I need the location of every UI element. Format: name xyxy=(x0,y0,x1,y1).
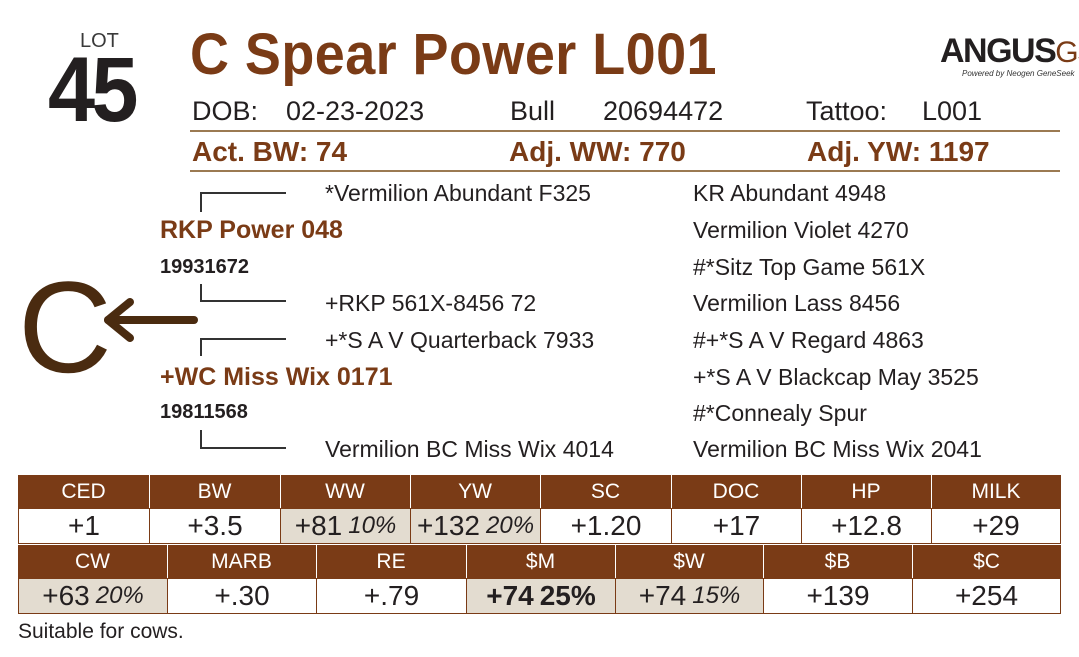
epd-header: RE xyxy=(316,545,466,578)
epd-percentile: 15% xyxy=(692,582,741,609)
epd-value-cell: +63 20% xyxy=(18,578,168,614)
pedigree-line xyxy=(200,192,286,194)
gen3-ancestor: #+*S A V Regard 4863 xyxy=(693,327,924,353)
epd-value-cell: +81 10% xyxy=(280,508,411,544)
tattoo-value: L001 xyxy=(922,96,983,126)
epd-value: +17 xyxy=(712,510,761,541)
animal-name-title: C Spear Power L001 xyxy=(190,22,718,87)
actual-birth-weight: Act. BW: 74 xyxy=(192,136,348,167)
epd-header: $W xyxy=(615,545,763,578)
epd-header: $M xyxy=(466,545,615,578)
pedigree-line xyxy=(200,284,202,301)
adjusted-weaning-weight: Adj. WW: 770 xyxy=(509,136,686,167)
epd-value-cell: +74 15% xyxy=(615,578,764,614)
gen3-ancestor: #*Sitz Top Game 561X xyxy=(693,254,926,280)
gen3-ancestor: Vermilion Lass 8456 xyxy=(693,290,901,316)
epd-value: +254 xyxy=(954,580,1019,611)
epd-value-cell: +1 xyxy=(18,508,150,544)
epd-percentile: 25% xyxy=(539,580,596,611)
epd-percentile: 10% xyxy=(348,512,397,539)
epd-value: +74 xyxy=(486,580,534,611)
sex-value: Bull xyxy=(510,96,556,126)
sire-registration: 19931672 xyxy=(160,256,249,278)
pedigree-line xyxy=(200,192,202,212)
lot-number: 45 xyxy=(48,39,138,141)
angus-gs-logo: ANGUSGS Powered by Neogen GeneSeek xyxy=(940,32,1079,78)
dam-sire: +*S A V Quarterback 7933 xyxy=(325,327,595,353)
registration-number: 20694472 xyxy=(603,96,724,126)
epd-value: +3.5 xyxy=(187,510,243,541)
epd-value: +.30 xyxy=(214,580,270,611)
epd-header: CW xyxy=(18,545,167,578)
use-code-letter: C xyxy=(18,254,112,400)
epd-header: WW xyxy=(280,475,410,508)
epd-value: +1 xyxy=(68,510,100,541)
header-divider-bottom xyxy=(190,170,1060,172)
epd-value-cell: +29 xyxy=(931,508,1061,544)
epd-value-cell: +254 xyxy=(912,578,1061,614)
logo-tagline: Powered by Neogen GeneSeek xyxy=(962,69,1075,78)
sire-name: RKP Power 048 xyxy=(160,216,343,244)
epd-header: CED xyxy=(18,475,149,508)
epd-value-cell: +3.5 xyxy=(149,508,281,544)
pedigree-line xyxy=(200,338,286,340)
epd-header: MILK xyxy=(931,475,1061,508)
epd-header: HP xyxy=(801,475,931,508)
epd-value: +63 xyxy=(42,580,90,611)
gen3-ancestor: #*Connealy Spur xyxy=(693,400,867,426)
epd-header: DOC xyxy=(671,475,801,508)
dob-label: DOB: xyxy=(192,96,259,126)
epd-value: +139 xyxy=(806,580,870,611)
pedigree-line xyxy=(200,430,202,448)
epd-header: YW xyxy=(410,475,540,508)
tattoo-label: Tattoo: xyxy=(806,96,888,126)
epd-value: +.79 xyxy=(363,580,420,611)
epd-header: BW xyxy=(149,475,280,508)
sire-dam: +RKP 561X-8456 72 xyxy=(325,290,537,316)
epd-header: MARB xyxy=(167,545,316,578)
epd-percentile: 20% xyxy=(486,512,535,539)
epd-value-cell: +74 25% xyxy=(466,578,616,614)
footnote: Suitable for cows. xyxy=(18,620,184,643)
pedigree-line xyxy=(200,300,286,302)
epd-value-cell: +.79 xyxy=(316,578,467,614)
logo-text-accent: GS xyxy=(1055,36,1079,69)
epd-value-cell: +17 xyxy=(671,508,802,544)
sire-sire: *Vermilion Abundant F325 xyxy=(325,180,591,206)
gen3-ancestor: Vermilion BC Miss Wix 2041 xyxy=(693,436,982,462)
epd-value-cell: +139 xyxy=(763,578,913,614)
gen3-ancestor: Vermilion Violet 4270 xyxy=(693,217,909,243)
dam-name: +WC Miss Wix 0171 xyxy=(160,363,393,391)
epd-header: SC xyxy=(540,475,671,508)
epd-value: +81 xyxy=(294,510,343,541)
header-divider-top xyxy=(190,130,1060,132)
dam-dam: Vermilion BC Miss Wix 4014 xyxy=(325,436,614,462)
epd-value-cell: +.30 xyxy=(167,578,317,614)
logo-text-main: ANGUS xyxy=(940,32,1057,70)
epd-value: +132 xyxy=(416,510,481,541)
epd-value: +29 xyxy=(972,510,1020,541)
epd-header: $B xyxy=(763,545,912,578)
arrow-left-icon xyxy=(104,298,198,342)
gen3-ancestor: KR Abundant 4948 xyxy=(693,180,887,206)
gen3-ancestor: +*S A V Blackcap May 3525 xyxy=(693,364,979,390)
dam-registration: 19811568 xyxy=(160,401,248,423)
epd-percentile: 20% xyxy=(95,582,144,609)
epd-value: +74 xyxy=(638,580,687,611)
pedigree-line xyxy=(200,447,286,449)
lot-label: LOT xyxy=(80,30,119,52)
epd-value-cell: +12.8 xyxy=(801,508,932,544)
epd-header: $C xyxy=(912,545,1061,578)
dob-value: 02-23-2023 xyxy=(286,96,425,126)
epd-value-cell: +132 20% xyxy=(410,508,541,544)
epd-value: +12.8 xyxy=(831,510,902,541)
epd-value-cell: +1.20 xyxy=(540,508,672,544)
epd-value: +1.20 xyxy=(570,510,642,541)
adjusted-yearling-weight: Adj. YW: 1197 xyxy=(807,136,990,167)
pedigree-line xyxy=(200,338,202,356)
